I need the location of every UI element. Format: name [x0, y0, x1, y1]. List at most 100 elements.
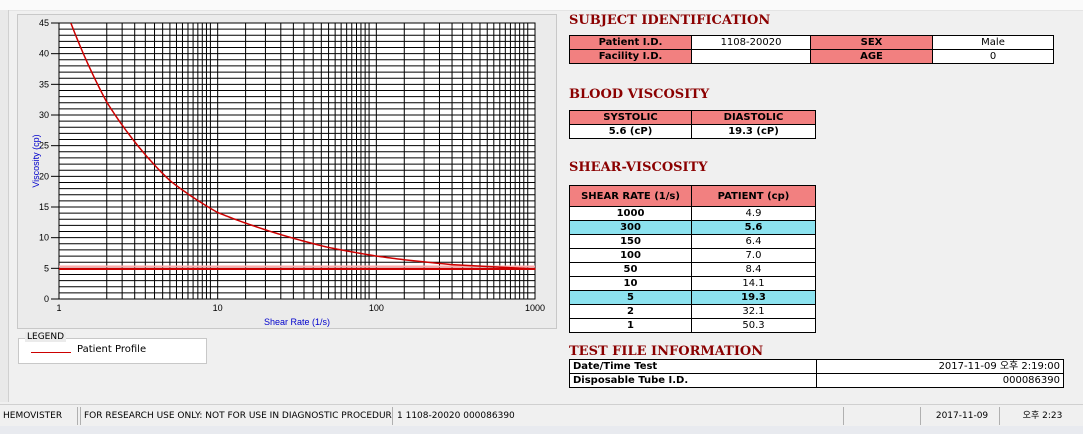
patient-id-value: 1108-20020	[691, 35, 811, 50]
viscosity-chart-panel: 0 5 10 15 20 25 30 35 40 45 1 10 100 1000 Shear Rate …	[17, 14, 557, 329]
y-tick-label: 0	[44, 294, 49, 304]
x-tick-label: 100	[369, 303, 384, 313]
shear-rate-cell: 1	[569, 318, 692, 333]
reference-lines	[59, 265, 535, 270]
table-row-highlighted: 5 19.3	[569, 290, 816, 305]
tube-id-value: 000086390	[816, 373, 1064, 388]
data-point	[451, 263, 453, 266]
status-record: 1 1108-20020 000086390	[394, 407, 844, 425]
status-date: 2017-11-09	[922, 407, 1000, 425]
patient-value-cell: 19.3	[691, 290, 816, 305]
date-time-value: 2017-11-09 오후 2:19:00	[816, 359, 1064, 374]
y-tick-label: 10	[39, 233, 49, 243]
tube-id-row: Disposable Tube I.D. 000086390	[569, 373, 1064, 388]
status-app-name: HEMOVISTER	[0, 407, 78, 425]
series-group	[70, 22, 536, 270]
shear-rate-cell: 100	[569, 248, 692, 263]
table-row-highlighted: 300 5.6	[569, 220, 816, 235]
age-value: 0	[932, 49, 1054, 64]
subject-row-2: Facility I.D. AGE 0	[569, 49, 1054, 64]
diastolic-value: 19.3 (cP)	[691, 124, 816, 139]
data-point	[105, 101, 108, 103]
shear-rate-cell: 300	[569, 220, 692, 235]
x-tick-label: 10	[213, 303, 223, 313]
test-file-table: Date/Time Test 2017-11-09 오후 2:19:00 Dis…	[569, 359, 1064, 388]
diastolic-label: DIASTOLIC	[691, 110, 816, 125]
y-tick-label: 45	[39, 18, 49, 28]
facility-id-value	[691, 49, 811, 64]
patient-value-cell: 50.3	[691, 318, 816, 333]
data-point	[216, 211, 219, 214]
legend-label-patient-profile: Patient Profile	[77, 344, 147, 355]
shear-rate-header: SHEAR RATE (1/s)	[569, 185, 692, 207]
y-tick-label: 20	[39, 171, 49, 181]
table-row: 150 6.4	[569, 234, 816, 249]
status-time: 오후 2:23	[1022, 411, 1063, 421]
series-line-patient-profile	[70, 22, 536, 270]
status-notice: FOR RESEARCH USE ONLY: NOT FOR USE IN DI…	[80, 407, 393, 425]
vertical-grid	[106, 23, 529, 299]
blood-viscosity-title: BLOOD VISCOSITY	[569, 87, 710, 102]
y-tick-label: 35	[39, 79, 49, 89]
data-point	[327, 246, 330, 249]
status-bar: HEMOVISTER FOR RESEARCH USE ONLY: NOT FO…	[0, 404, 1083, 427]
age-label: AGE	[810, 49, 933, 64]
test-file-title: TEST FILE INFORMATION	[569, 344, 764, 359]
systolic-label: SYSTOLIC	[569, 110, 692, 125]
plot-area	[58, 22, 536, 300]
horizontal-grid	[59, 28, 535, 294]
sex-label: SEX	[810, 35, 933, 50]
shear-rate-cell: 50	[569, 262, 692, 277]
top-strip	[0, 0, 1083, 11]
blood-viscosity-header: SYSTOLIC DIASTOLIC	[569, 110, 816, 125]
patient-value-cell: 6.4	[691, 234, 816, 249]
table-row: 100 7.0	[569, 248, 816, 263]
systolic-value: 5.6 (cP)	[569, 124, 692, 139]
patient-cp-header: PATIENT (cp)	[691, 185, 816, 207]
tube-id-label: Disposable Tube I.D.	[569, 373, 817, 388]
viscosity-chart: 0 5 10 15 20 25 30 35 40 45 1 10 100 1000 Shear Rate …	[31, 18, 545, 327]
data-point	[375, 255, 378, 257]
shear-viscosity-table: SHEAR RATE (1/s) PATIENT (cp) 1000 4.9 30…	[569, 185, 816, 333]
x-tick-label: 1000	[525, 303, 545, 313]
bottom-strip	[0, 426, 1083, 434]
tick-labels: 0 5 10 15 20 25 30 35 40 45 1 10 100 1000	[39, 18, 545, 313]
patient-value-cell: 4.9	[691, 206, 816, 221]
patient-value-cell: 5.6	[691, 220, 816, 235]
patient-value-cell: 7.0	[691, 248, 816, 263]
data-point	[169, 179, 171, 182]
data-point	[403, 258, 406, 261]
legend-title: LEGEND	[25, 332, 67, 342]
shear-rate-cell: 150	[569, 234, 692, 249]
x-axis-label: Shear Rate (1/s)	[264, 317, 330, 327]
y-tick-label: 5	[44, 263, 49, 273]
data-point	[534, 268, 536, 270]
date-time-row: Date/Time Test 2017-11-09 오후 2:19:00	[569, 359, 1064, 374]
y-axis-label: Viscosity (cp)	[31, 134, 41, 187]
y-tick-label: 25	[39, 141, 49, 151]
shear-rate-cell: 10	[569, 276, 692, 291]
y-tick-label: 40	[39, 49, 49, 59]
blood-viscosity-values: 5.6 (cP) 19.3 (cP)	[569, 124, 816, 139]
shear-rate-cell: 1000	[569, 206, 692, 221]
sex-value: Male	[932, 35, 1054, 50]
status-blank	[845, 407, 921, 425]
left-edge	[0, 10, 9, 402]
shear-rate-cell: 2	[569, 304, 692, 319]
subject-identification-title: SUBJECT IDENTIFICATION	[569, 13, 771, 28]
blood-viscosity-table: SYSTOLIC DIASTOLIC 5.6 (cP) 19.3 (cP)	[569, 110, 816, 139]
legend: LEGEND Patient Profile	[18, 332, 207, 364]
facility-id-label: Facility I.D.	[569, 49, 692, 64]
subject-identification-table: Patient I.D. 1108-20020 SEX Male Facilit…	[569, 35, 1054, 64]
table-row: 2 32.1	[569, 304, 816, 319]
patient-value-cell: 14.1	[691, 276, 816, 291]
table-row: 10 14.1	[569, 276, 816, 291]
shear-viscosity-header: SHEAR RATE (1/s) PATIENT (cp)	[569, 185, 816, 207]
table-row: 50 8.4	[569, 262, 816, 277]
table-row: 1000 4.9	[569, 206, 816, 221]
subject-row-1: Patient I.D. 1108-20020 SEX Male	[569, 35, 1054, 50]
y-tick-label: 30	[39, 110, 49, 120]
y-tick-label: 15	[39, 202, 49, 212]
table-row: 1 50.3	[569, 318, 816, 333]
x-tick-label: 1	[56, 303, 61, 313]
